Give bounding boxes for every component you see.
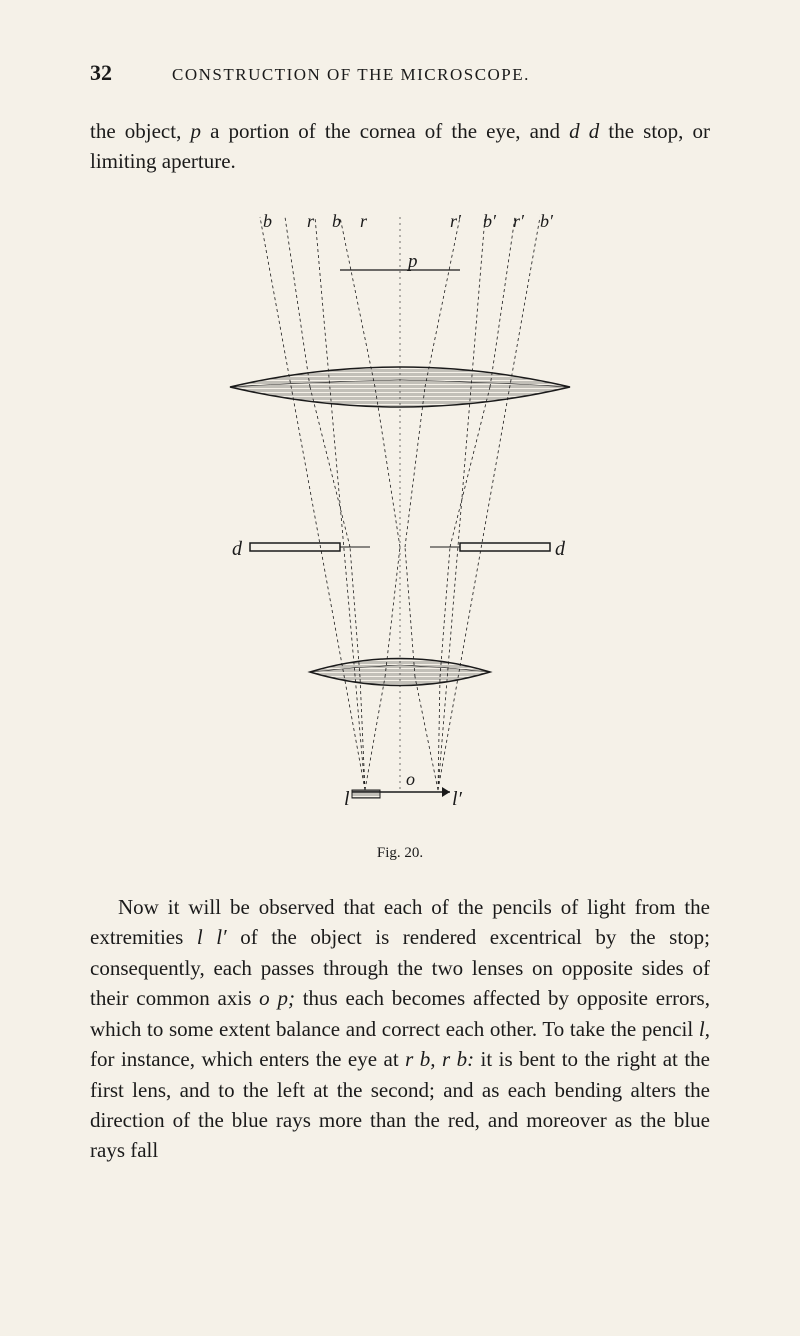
figure-20: b r b r r′ b′ r′ b′ p d d l o l′ Fig. 20… — [90, 197, 710, 862]
label-r3: r′ — [450, 211, 462, 231]
variable-op: o p; — [259, 986, 295, 1010]
label-b2: b — [332, 211, 341, 231]
chapter-title: CONSTRUCTION OF THE MICROSCOPE. — [172, 65, 530, 85]
text: the object, — [90, 119, 190, 143]
label-b4: b′ — [540, 211, 554, 231]
optical-diagram: b r b r r′ b′ r′ b′ p d d l o l′ — [110, 197, 690, 837]
variable-dd: d d — [569, 119, 599, 143]
label-r1: r — [307, 211, 315, 231]
label-r2: r — [360, 211, 368, 231]
label-b1: b — [263, 211, 272, 231]
body-paragraph: Now it will be observed that each of the… — [90, 892, 710, 1166]
page-number: 32 — [90, 60, 112, 86]
variable-ll: l l′ — [197, 925, 227, 949]
label-l-right: l′ — [452, 788, 463, 810]
intro-paragraph: the object, p a portion of the cornea of… — [90, 116, 710, 177]
label-r4: r′ — [513, 211, 525, 231]
text: a portion of the cornea of the eye, and — [201, 119, 569, 143]
variable-p: p — [190, 119, 201, 143]
label-d-left: d — [232, 538, 243, 560]
variable-rb: r b, r b: — [405, 1047, 474, 1071]
label-d-right: d — [555, 538, 566, 560]
figure-caption: Fig. 20. — [377, 845, 423, 862]
label-b3: b′ — [483, 211, 497, 231]
label-p: p — [406, 251, 418, 272]
page-header: 32 CONSTRUCTION OF THE MICROSCOPE. — [90, 60, 710, 86]
label-o: o — [406, 769, 415, 789]
label-l-left: l — [344, 788, 350, 810]
